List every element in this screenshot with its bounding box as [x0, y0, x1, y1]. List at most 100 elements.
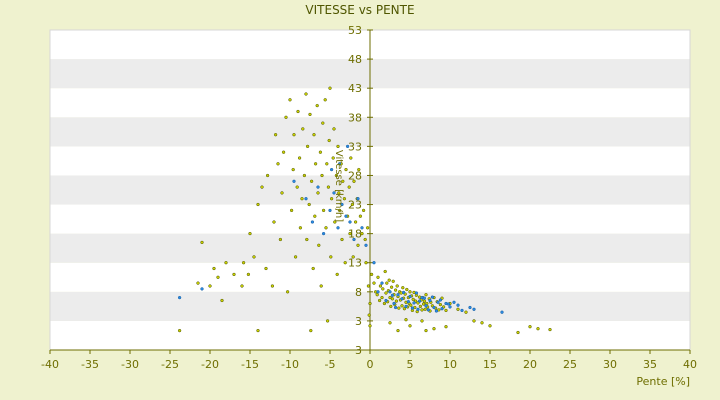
data-point-olive: [343, 261, 347, 265]
data-point-olive: [358, 214, 363, 218]
data-point-olive: [329, 197, 334, 201]
data-point-olive: [291, 167, 295, 172]
data-point-olive: [278, 237, 283, 242]
data-point-olive: [293, 255, 298, 259]
data-point-olive: [387, 278, 391, 282]
data-point-blue: [426, 308, 431, 312]
data-point-blue: [432, 305, 436, 310]
y-axis-title: Vitesse [km/h]: [333, 150, 344, 222]
data-point-olive: [382, 301, 387, 306]
data-point-olive: [304, 92, 308, 96]
data-point-olive: [318, 150, 323, 154]
data-point-blue: [364, 243, 368, 247]
data-point-olive: [418, 304, 423, 309]
data-point-blue: [422, 296, 427, 300]
x-tick-label: -25: [161, 358, 179, 371]
data-point-olive: [337, 191, 341, 195]
data-point-olive: [325, 319, 330, 323]
data-point-olive: [252, 255, 256, 259]
x-tick-label: 35: [643, 358, 657, 371]
data-point-blue: [337, 162, 342, 166]
data-point-olive: [301, 127, 305, 131]
data-point-olive: [375, 293, 379, 297]
data-point-olive: [396, 328, 400, 333]
data-point-blue: [388, 290, 392, 294]
data-point-olive: [232, 272, 236, 277]
data-point-olive: [391, 279, 395, 283]
data-point-olive: [404, 318, 408, 322]
data-point-blue: [472, 307, 476, 311]
data-point-olive: [376, 275, 380, 279]
data-point-olive: [401, 286, 405, 290]
data-point-olive: [397, 306, 401, 310]
data-point-blue: [328, 208, 332, 213]
data-point-olive: [377, 298, 382, 303]
data-point-blue: [393, 305, 398, 310]
data-point-blue: [448, 305, 452, 309]
data-point-olive: [292, 133, 296, 137]
data-point-olive: [296, 109, 300, 114]
data-point-olive: [488, 324, 492, 328]
y-tick-label: 18: [348, 228, 362, 241]
data-point-blue: [344, 214, 348, 218]
y-tick-label: 38: [348, 111, 362, 124]
data-point-olive: [388, 321, 392, 325]
data-point-olive: [384, 291, 388, 295]
data-point-olive: [361, 208, 366, 213]
data-point-blue: [406, 300, 411, 304]
x-tick-label: 15: [483, 358, 497, 371]
data-point-olive: [395, 284, 399, 288]
data-point-olive: [328, 86, 332, 90]
data-point-olive: [325, 162, 329, 166]
data-point-olive: [409, 303, 413, 307]
data-point-olive: [264, 266, 268, 271]
data-point-olive: [289, 208, 294, 213]
data-point-olive: [333, 220, 337, 224]
data-point-olive: [368, 301, 372, 306]
data-point-olive: [270, 284, 275, 288]
data-point-olive: [340, 237, 344, 242]
data-point-blue: [414, 291, 419, 295]
data-point-blue: [356, 197, 360, 201]
data-point-olive: [357, 167, 361, 172]
data-point-blue: [400, 297, 404, 301]
data-point-olive: [380, 295, 384, 300]
x-tick-label: 20: [523, 358, 537, 371]
data-point-olive: [319, 284, 323, 288]
y-tick-label: 3: [355, 344, 362, 357]
data-point-olive: [312, 133, 316, 137]
data-point-olive: [480, 321, 484, 325]
data-point-olive: [347, 185, 351, 189]
data-point-blue: [372, 261, 376, 265]
data-point-blue: [440, 307, 444, 311]
data-point-olive: [334, 173, 339, 178]
data-point-olive: [405, 287, 409, 292]
data-point-blue: [416, 307, 420, 311]
x-tick-label: -40: [41, 358, 59, 371]
data-point-olive: [351, 255, 355, 259]
data-point-olive: [295, 185, 299, 189]
x-tick-label: 40: [683, 358, 697, 371]
data-point-blue: [404, 304, 408, 309]
data-point-blue: [408, 294, 412, 299]
data-point-olive: [420, 308, 424, 312]
data-point-olive: [456, 307, 460, 311]
data-point-olive: [372, 281, 376, 285]
data-point-olive: [360, 231, 364, 236]
data-points: [177, 86, 552, 335]
data-point-olive: [350, 202, 355, 207]
x-axis-title: Pente [%]: [636, 375, 690, 388]
data-point-olive: [424, 328, 428, 333]
data-point-olive: [472, 319, 476, 323]
y-tick-label: 13: [348, 257, 362, 270]
data-point-olive: [305, 237, 309, 242]
data-point-olive: [288, 98, 292, 102]
data-point-olive: [349, 156, 353, 160]
data-point-olive: [389, 304, 393, 309]
data-point-blue: [321, 231, 326, 236]
data-point-olive: [444, 308, 448, 313]
x-tick-label: -5: [325, 358, 336, 371]
data-point-olive: [308, 112, 312, 117]
data-point-blue: [392, 301, 396, 306]
data-point-blue: [329, 167, 334, 172]
